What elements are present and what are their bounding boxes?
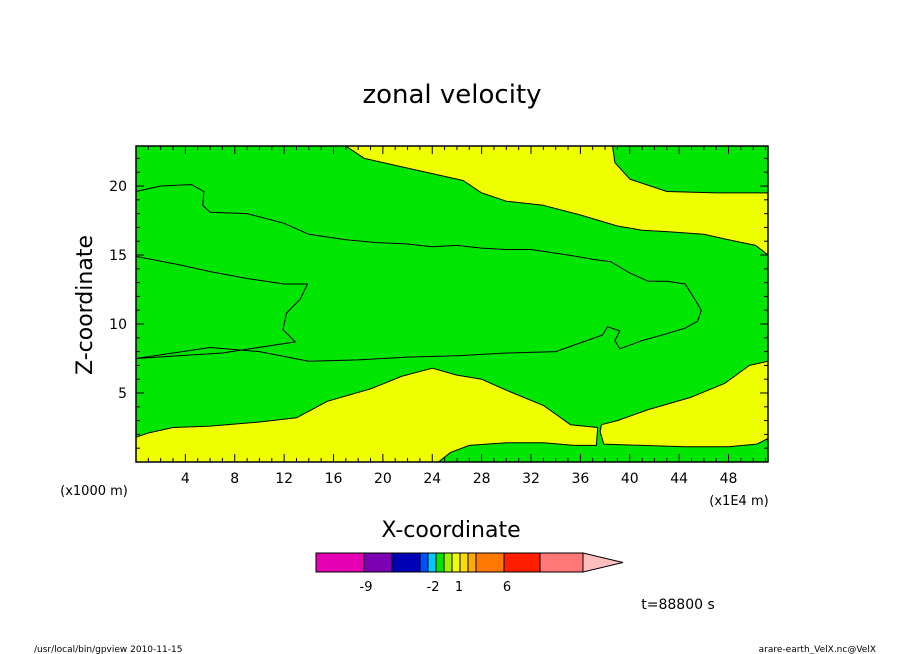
colorbar: -9 -2 1 6: [315, 552, 624, 595]
y-tick-label: 5: [118, 386, 127, 402]
plot-area: [135, 145, 769, 463]
colorbar-swatch: [539, 552, 584, 573]
colorbar-swatch: [435, 552, 445, 573]
colorbar-label: 1: [455, 580, 463, 595]
colorbar-swatch: [363, 552, 393, 573]
footer-right: arare-earth_VelX.nc@VelX: [759, 645, 876, 654]
colorbar-swatch: [427, 552, 437, 573]
colorbar-swatch: [467, 552, 477, 573]
time-annotation: t=88800 s: [641, 597, 715, 613]
y-tick-label: 20: [109, 179, 127, 195]
y-unit-label: (x1000 m): [60, 484, 128, 499]
x-unit-label: (x1E4 m): [709, 494, 768, 509]
plot-frame: [135, 145, 769, 463]
contour-region-2: [135, 184, 702, 362]
x-tick-label: 48: [720, 471, 738, 487]
x-tick-label: 20: [374, 471, 392, 487]
x-axis-ticks: 4 8 12 16 20 24 28 32 36 40 44 48: [147, 146, 767, 487]
x-tick-label: 32: [522, 471, 540, 487]
colorbar-swatch: [451, 552, 461, 573]
colorbar-label: -2: [427, 580, 440, 595]
y-tick-label: 10: [109, 317, 127, 333]
x-axis-label: X-coordinate: [381, 518, 520, 543]
colorbar-label: -9: [360, 580, 373, 595]
y-axis-label: Z-coordinate: [73, 235, 98, 375]
colorbar-arrow: [582, 552, 624, 573]
chart-title: zonal velocity: [362, 80, 541, 110]
x-tick-label: 12: [275, 471, 293, 487]
y-axis-ticks: 5 10 15 20: [109, 157, 768, 449]
colorbar-swatch: [315, 552, 365, 573]
x-tick-label: 28: [473, 471, 491, 487]
y-tick-label: 15: [109, 248, 127, 264]
colorbar-swatch: [443, 552, 453, 573]
x-tick-label: 44: [670, 471, 688, 487]
colorbar-swatch: [391, 552, 421, 573]
footer-left: /usr/local/bin/gpview 2010-11-15: [34, 645, 182, 654]
colorbar-swatch: [459, 552, 469, 573]
x-tick-label: 16: [325, 471, 343, 487]
x-tick-label: 40: [621, 471, 639, 487]
x-tick-label: 24: [423, 471, 441, 487]
colorbar-swatch: [503, 552, 541, 573]
x-tick-label: 4: [181, 471, 190, 487]
colorbar-swatch: [419, 552, 429, 573]
colorbar-label: 6: [503, 580, 511, 595]
x-tick-label: 36: [571, 471, 589, 487]
colorbar-swatch: [475, 552, 505, 573]
x-tick-label: 8: [230, 471, 239, 487]
